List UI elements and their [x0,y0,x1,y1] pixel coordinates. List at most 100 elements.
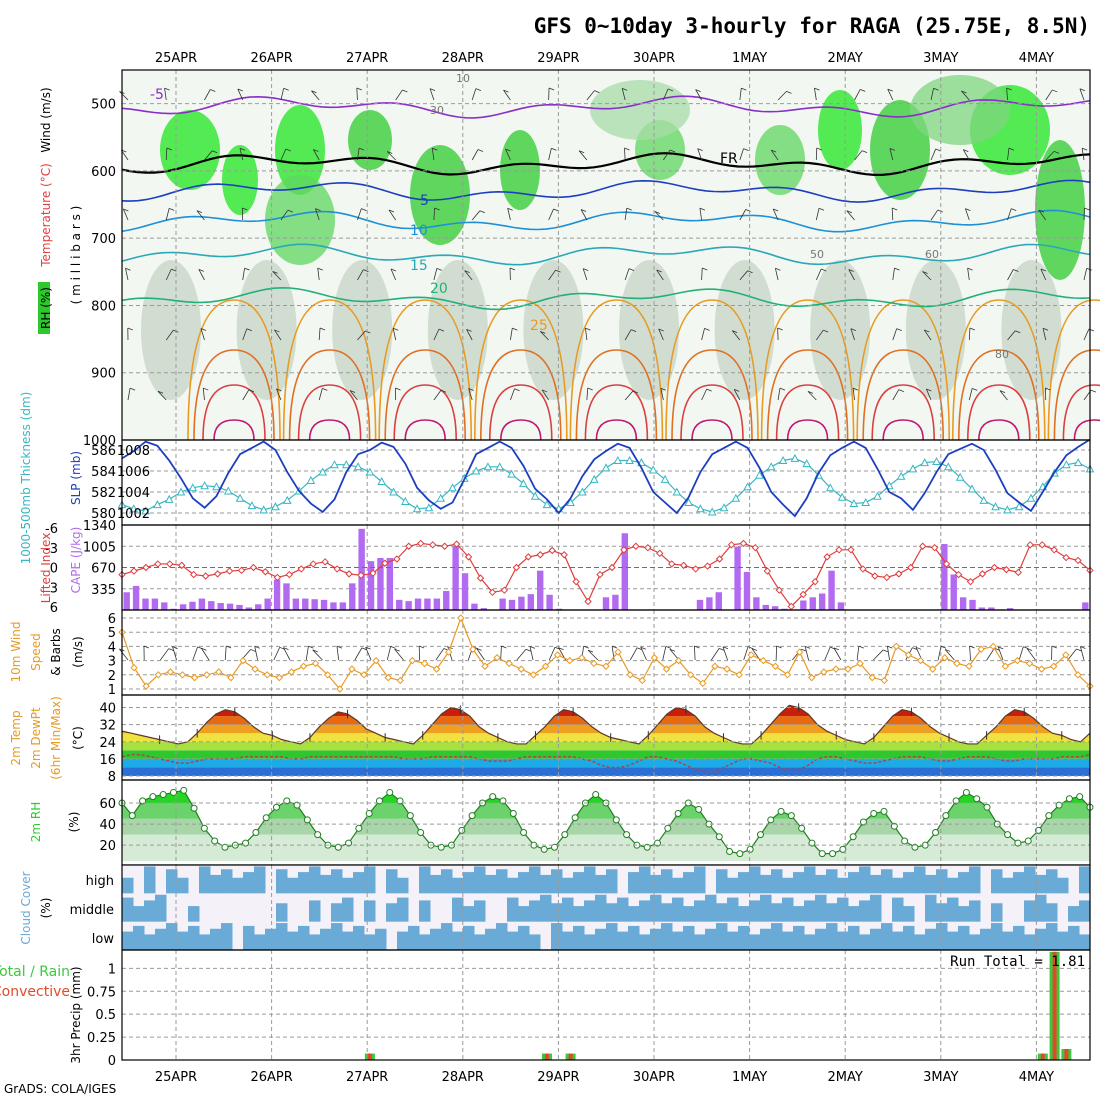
data-point [1013,656,1022,665]
wind-barb [548,148,552,161]
data-point [1076,793,1084,801]
cloud-cell [331,923,343,950]
cloud-cell [672,897,684,922]
cloud-cell [122,877,134,894]
cape-bar [743,571,751,610]
cloud-cell [364,866,376,894]
cape-bar [546,594,553,610]
wind-barb [510,328,513,341]
slp-tick: 1004 [117,486,150,501]
cloud-cell [782,931,794,950]
wind-barb-flag [926,388,932,392]
panel-frame [121,609,1091,696]
data-point [432,665,441,673]
cape-bar [602,597,610,610]
wind-barb-flag [312,649,318,653]
data-point [896,471,906,480]
data-point [904,651,913,659]
pressure-tick: 900 [91,367,116,382]
wind-barb [165,208,170,221]
precip-rain-bar [367,1053,372,1060]
data-point [412,504,422,513]
cape-bar [461,573,469,610]
wind-barb-flag [751,648,758,651]
data-point [592,791,600,799]
cloud-cell [650,928,662,950]
rh-axis-label: RH (%) [39,287,53,329]
cape-bar [217,603,224,610]
date-label: 2MAY [828,1070,863,1085]
wind-barb-flag [833,647,840,651]
cape-bar [499,598,506,610]
wind-barb-flag [198,269,204,272]
data-point [973,795,981,803]
cloud-cell [397,931,409,950]
wind-barb [999,390,1008,401]
cape-li-panel: -6 -3 0 3 6 335 670 1005 1340 Lifted Index CAPE (J… [39,519,1094,616]
wind-barb [224,646,227,661]
cloud-cell [133,925,145,950]
pressure-tick: 1000 [83,434,116,449]
precip-rain-bar [544,1053,549,1060]
data-point [601,463,611,472]
data-point [389,487,398,496]
wind-barb-flag [419,645,425,649]
cloud-cell [562,877,574,894]
wind-barb [739,270,748,281]
wind-barb [1067,648,1077,661]
cloud-cell [848,906,860,922]
rh2m-axis-unit: (%) [67,812,81,833]
wind-barb [127,388,131,401]
cloud-cell [276,923,288,950]
cloud-cell [210,928,222,950]
wind-barb [733,389,741,401]
wind-barb [204,150,213,161]
temp-tick: 40 [99,702,116,717]
wind-barb-flag [479,210,486,214]
cloud-cell [562,931,574,950]
data-point [303,816,311,824]
cloud-cell [705,894,717,922]
cloud-cell [452,931,464,950]
wind-barb-flag [896,328,902,332]
wind-barb [699,208,702,221]
temperature-contour [680,384,744,441]
data-point [932,456,941,466]
wind-barb-flag [246,328,252,332]
data-point [767,816,775,824]
data-point [381,559,389,567]
data-point [590,659,598,668]
temperature-contour [569,299,664,441]
data-point [318,467,328,476]
cloud-cell [793,906,805,922]
data-point [166,668,175,676]
wind-barb-flag [1045,387,1051,391]
wind-barb-flag [1038,209,1045,213]
wind-barb-flag [395,387,401,391]
data-point [223,486,233,495]
wind-barb-flag [558,647,564,651]
cloud-cell [639,900,651,922]
wind-barb-flag [237,88,243,92]
wind-barb [814,88,817,101]
wind-barb [743,646,749,661]
wind-barb [357,330,366,341]
panel-frame [121,949,1091,1061]
wind-barb [274,329,282,341]
data-point [149,793,157,801]
data-point [942,560,951,568]
wind-barb-flag [200,328,207,331]
cloud-cell [815,928,827,950]
cape-bar [1006,608,1014,610]
cloud-cell [529,934,541,950]
data-point [668,560,676,568]
data-point [1062,553,1070,562]
cloud-cell [210,874,222,894]
cloud-cell [848,925,860,950]
wind-barb [500,645,502,661]
wind-barb [624,147,626,161]
data-point [625,455,634,464]
cape-bar [151,598,159,610]
wind-barb [165,330,174,341]
data-point [1074,671,1082,679]
